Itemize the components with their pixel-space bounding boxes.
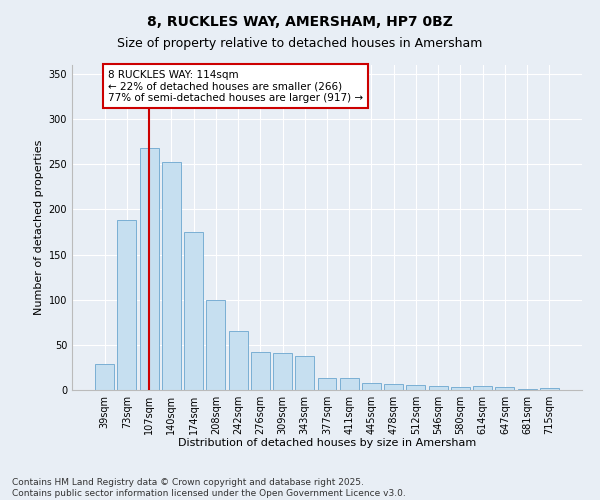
Bar	[429, 386, 448, 390]
Bar	[95, 364, 114, 390]
Bar	[496, 388, 514, 390]
Bar	[317, 378, 337, 390]
Bar	[406, 386, 425, 390]
Bar	[384, 384, 403, 390]
Bar	[273, 353, 292, 390]
Bar	[451, 388, 470, 390]
Bar	[295, 356, 314, 390]
Bar	[540, 388, 559, 390]
Text: 8 RUCKLES WAY: 114sqm
← 22% of detached houses are smaller (266)
77% of semi-det: 8 RUCKLES WAY: 114sqm ← 22% of detached …	[108, 70, 363, 102]
Bar	[184, 232, 203, 390]
Bar	[229, 332, 248, 390]
Y-axis label: Number of detached properties: Number of detached properties	[34, 140, 44, 315]
X-axis label: Distribution of detached houses by size in Amersham: Distribution of detached houses by size …	[178, 438, 476, 448]
Bar	[251, 352, 270, 390]
Bar	[340, 378, 359, 390]
Bar	[140, 148, 158, 390]
Text: Contains HM Land Registry data © Crown copyright and database right 2025.
Contai: Contains HM Land Registry data © Crown c…	[12, 478, 406, 498]
Bar	[473, 386, 492, 390]
Bar	[118, 220, 136, 390]
Bar	[362, 383, 381, 390]
Bar	[206, 300, 225, 390]
Bar	[518, 389, 536, 390]
Text: 8, RUCKLES WAY, AMERSHAM, HP7 0BZ: 8, RUCKLES WAY, AMERSHAM, HP7 0BZ	[147, 15, 453, 29]
Text: Size of property relative to detached houses in Amersham: Size of property relative to detached ho…	[118, 38, 482, 51]
Bar	[162, 162, 181, 390]
